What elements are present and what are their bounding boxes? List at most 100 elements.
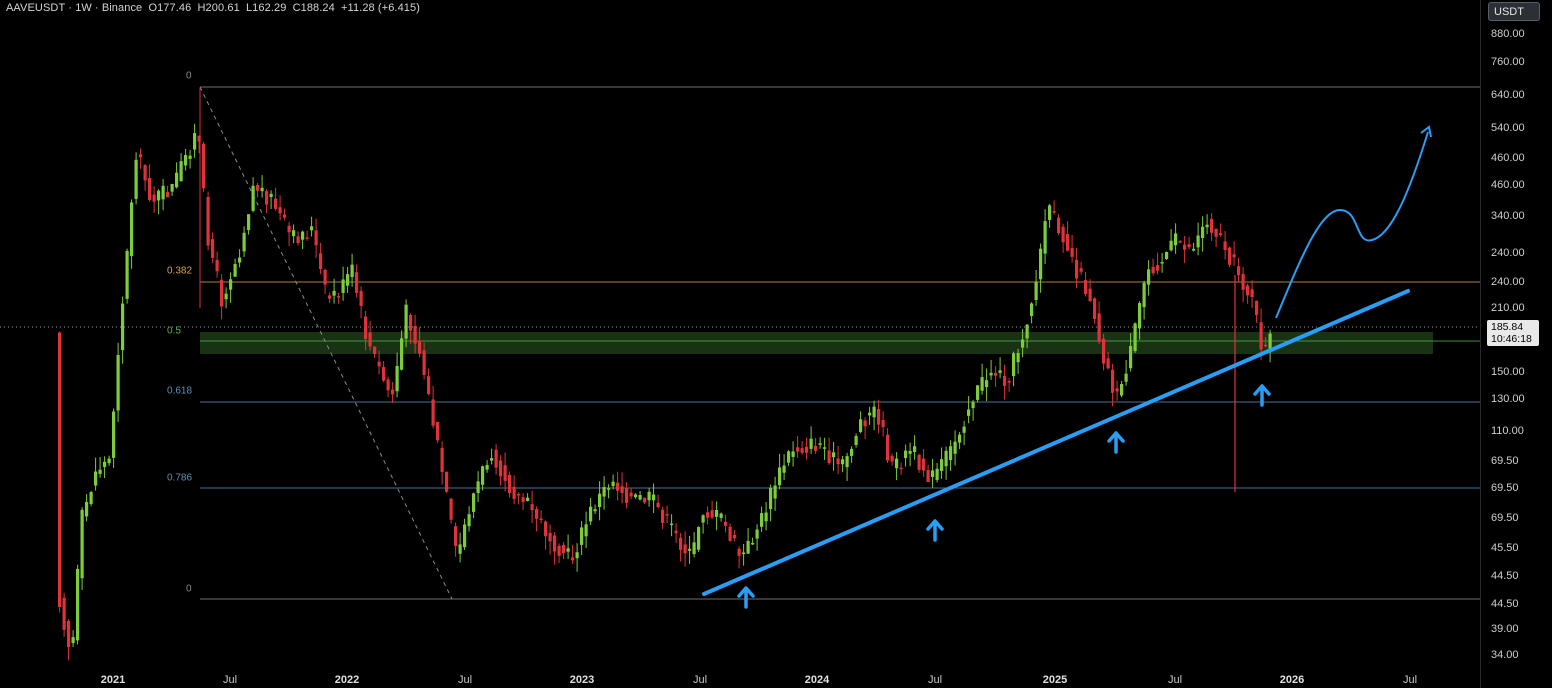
candle-body: [80, 509, 84, 579]
candle-body: [827, 450, 831, 464]
candle-body: [431, 399, 435, 426]
candle-body: [931, 470, 935, 477]
candle-body: [1142, 282, 1146, 308]
candle-body: [566, 548, 570, 552]
candle-body: [1183, 244, 1187, 250]
candle-body: [710, 510, 714, 518]
candle-body: [364, 316, 368, 340]
candle-body: [1084, 279, 1088, 294]
candle-body: [715, 510, 719, 517]
symbol-name[interactable]: AAVEUSDT: [6, 2, 66, 14]
symbol-info: AAVEUSDT · 1W · Binance O177.46 H200.61 L1…: [6, 2, 420, 14]
candle-body: [764, 512, 768, 522]
candle-body: [1174, 233, 1178, 246]
candle-body: [656, 502, 660, 508]
candle-body: [994, 372, 998, 376]
price-axis-label: 45.50: [1491, 542, 1519, 554]
candle-body: [1012, 353, 1016, 377]
projection-curve: [1275, 131, 1429, 319]
candle-body: [1129, 346, 1133, 369]
candle-body: [499, 460, 503, 477]
candle-body: [238, 257, 242, 263]
candle-body: [526, 497, 530, 501]
candle-body: [796, 447, 800, 452]
candle-body: [305, 237, 309, 239]
candle-body: [283, 214, 287, 218]
candle-body: [625, 487, 629, 503]
candle-body: [467, 514, 471, 527]
candle-body: [386, 379, 390, 391]
fib-level-label: 0.5: [167, 325, 181, 337]
candle-body: [881, 420, 885, 428]
bar-countdown: 10:46:18: [1491, 333, 1532, 345]
candle-body: [197, 135, 201, 142]
candle-body: [440, 447, 444, 473]
candle-body: [512, 486, 516, 499]
candle-body: [814, 445, 818, 451]
candle-body: [485, 464, 489, 470]
candle-body: [395, 365, 399, 392]
candle-body: [782, 465, 786, 473]
candle-body: [1120, 384, 1124, 396]
close-value: C188.24: [292, 2, 335, 14]
candle-body: [557, 545, 561, 556]
candle-body: [1061, 226, 1065, 243]
candle-body: [1021, 339, 1025, 348]
candle-body: [940, 459, 944, 472]
candle-body: [823, 447, 827, 449]
candle-body: [778, 467, 782, 486]
interval[interactable]: 1W: [75, 2, 92, 14]
candle-body: [1052, 211, 1056, 213]
candle-body: [683, 544, 687, 554]
candle-body: [1016, 353, 1020, 363]
price-axis-label: 760.00: [1491, 56, 1525, 68]
candle-body: [215, 260, 219, 272]
candle-body: [310, 226, 314, 231]
candle-body: [314, 230, 318, 246]
time-axis-month: Jul: [692, 674, 708, 686]
candle-body: [1223, 241, 1227, 250]
price-axis-label: 460.00: [1491, 152, 1525, 164]
candle-body: [134, 159, 138, 199]
candle-body: [517, 493, 521, 496]
candle-body: [1102, 338, 1106, 364]
fib-level-label: 0: [186, 70, 192, 82]
candle-body: [476, 481, 480, 494]
candle-body: [742, 552, 746, 555]
price-axis-label: 880.00: [1491, 28, 1525, 40]
candle-body: [1214, 228, 1218, 237]
candle-body: [1241, 273, 1245, 290]
price-axis-label: 150.00: [1491, 366, 1525, 378]
time-axis-month: Jul: [457, 674, 473, 686]
candle-body: [1178, 241, 1182, 243]
candle-body: [908, 450, 912, 454]
candle-body: [319, 253, 323, 269]
candle-body: [746, 541, 750, 554]
candle-body: [571, 557, 575, 561]
candle-body: [661, 509, 665, 523]
candle-body: [260, 187, 264, 192]
candle-body: [989, 372, 993, 376]
candle-body: [620, 486, 624, 493]
candle-body: [274, 198, 278, 209]
candle-body: [121, 303, 125, 351]
candle-body: [161, 185, 165, 200]
candle-body: [1003, 375, 1007, 386]
candle-body: [1106, 358, 1110, 369]
price-axis-label: 540.00: [1491, 122, 1525, 134]
candle-body: [737, 548, 741, 556]
candle-body: [107, 458, 111, 464]
currency-button[interactable]: USDT: [1488, 2, 1540, 21]
candle-body: [278, 207, 282, 214]
candle-body: [607, 488, 611, 490]
candle-body: [103, 461, 107, 467]
candle-body: [697, 527, 701, 550]
price-axis-label: 240.00: [1491, 247, 1525, 259]
candle-body: [962, 426, 966, 433]
candle-body: [535, 508, 539, 519]
candle-body: [157, 190, 161, 201]
time-axis-month: Jul: [222, 674, 238, 686]
candle-body: [679, 537, 683, 550]
candle-body: [899, 467, 903, 470]
